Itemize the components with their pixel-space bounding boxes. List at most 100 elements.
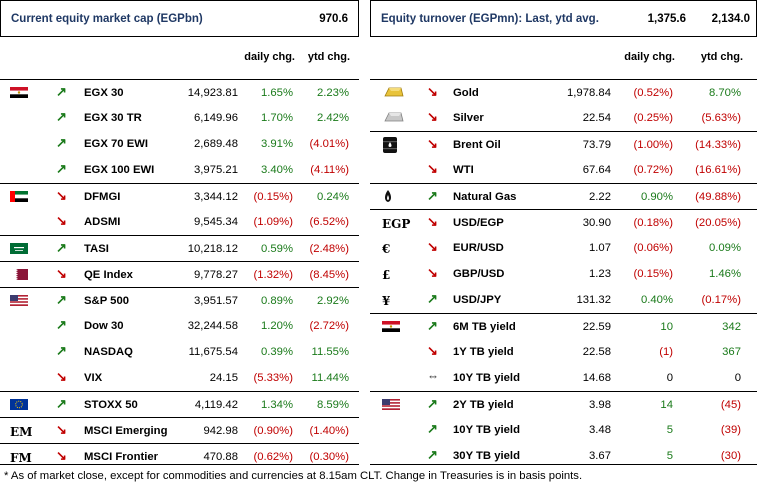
instrument-name: Gold (453, 87, 479, 99)
ytd-change-value: (2.72%) (309, 320, 349, 332)
ytd-change-value: (20.05%) (695, 217, 741, 229)
table-row: € ↘ EUR/USD 1.07 (0.06%) 0.09% (370, 235, 757, 261)
yen-sign-icon: ¥ (382, 294, 391, 308)
instrument-value: 3,975.21 (194, 164, 238, 176)
instrument-value: 942.98 (203, 425, 238, 437)
ytd-change-value: (8.45%) (309, 269, 349, 281)
ytd-change-value: (30) (720, 450, 741, 462)
ytd-change-value: 1.46% (708, 268, 741, 280)
instrument-value: 22.58 (582, 346, 611, 358)
instrument-value: 1.23 (589, 268, 611, 280)
daily-change-value: 0.90% (640, 191, 673, 203)
arrow-down-icon: ↘ (427, 136, 438, 151)
ytd-change-value: 0 (734, 372, 741, 384)
ytd-change-value: (1.40%) (309, 425, 349, 437)
equity-panel: Current equity market cap (EGPbn) 970.6 … (0, 0, 359, 469)
ytd-change-value: 2.92% (316, 295, 349, 307)
table-row: ⇔ 10Y TB yield 14.68 0 0 (370, 365, 757, 391)
instrument-name: EGX 30 TR (84, 112, 142, 124)
ytd-change-value: 11.44% (311, 372, 349, 384)
instrument-name: NASDAQ (84, 346, 133, 358)
ytd-change-value: 2.23% (316, 87, 349, 99)
instrument-name: EGX 100 EWI (84, 164, 155, 176)
arrow-down-icon: ↘ (427, 109, 438, 124)
euro-sign-icon: € (382, 242, 391, 256)
daily-change-value: 0.89% (260, 295, 293, 307)
arrow-up-icon: ↗ (427, 447, 438, 462)
table-row: ↗ 2Y TB yield 3.98 14 (45) (370, 391, 757, 417)
qatar-flag-icon (10, 269, 28, 280)
table-row: ↘ Silver 22.54 (0.25%) (5.63%) (370, 105, 757, 131)
instrument-name: VIX (84, 372, 103, 384)
em-text-icon: EM (10, 425, 33, 439)
instrument-value: 22.59 (582, 321, 611, 333)
instrument-value: 1.07 (589, 242, 611, 254)
ytd-change-value: 8.70% (708, 87, 741, 99)
instrument-value: 32,244.58 (187, 320, 238, 332)
arrow-down-icon: ↘ (56, 369, 67, 384)
ytd-change-value: 0.24% (316, 191, 349, 203)
table-row: ↘ Gold 1,978.84 (0.52%) 8.70% (370, 79, 757, 105)
daily-change-value: (0.18%) (633, 217, 673, 229)
instrument-value: 9,778.27 (194, 269, 238, 281)
instrument-value: 67.64 (582, 164, 611, 176)
ytd-change-value: (2.48%) (309, 243, 349, 255)
ytd-change-value: (5.63%) (701, 112, 741, 124)
instrument-value: 4,119.42 (194, 399, 238, 411)
egypt-flag-icon (382, 321, 400, 332)
eu-flag-icon (10, 399, 28, 410)
instrument-value: 10,218.12 (187, 243, 238, 255)
instrument-value: 6,149.96 (194, 112, 238, 124)
ytd-change-value: (45) (720, 399, 741, 411)
daily-change-value: (0.25%) (633, 112, 673, 124)
table-row: ↗ TASI 10,218.12 0.59% (2.48%) (0, 235, 359, 261)
table-row: ↗ STOXX 50 4,119.42 1.34% 8.59% (0, 391, 359, 417)
instrument-name: EGX 70 EWI (84, 138, 149, 150)
table-row: ↗ 30Y TB yield 3.67 5 (30) (370, 443, 757, 469)
instrument-value: 2.22 (589, 191, 611, 203)
arrow-down-icon: ↘ (56, 266, 67, 281)
arrow-up-icon: ↗ (427, 318, 438, 333)
egp-text-icon: EGP (382, 217, 411, 231)
turnover-ytd-avg-value: 2,134.0 (711, 13, 750, 25)
table-row: ↘ Brent Oil 73.79 (1.00%) (14.33%) (370, 131, 757, 157)
table-row: ↗ EGX 100 EWI 3,975.21 3.40% (4.11%) (0, 157, 359, 183)
instrument-name: Brent Oil (453, 139, 501, 151)
pound-sign-icon: £ (382, 268, 391, 282)
instrument-name: TASI (84, 243, 109, 255)
ytd-change-column-label: ytd chg. (700, 51, 743, 63)
daily-change-value: (0.72%) (633, 164, 673, 176)
instrument-name: MSCI Emerging (84, 425, 168, 437)
daily-change-value: 5 (666, 450, 673, 462)
ytd-change-value: (6.52%) (309, 216, 349, 228)
table-row: ↗ 10Y TB yield 3.48 5 (39) (370, 417, 757, 443)
fm-text-icon: FM (10, 451, 32, 465)
instrument-name: MSCI Frontier (84, 451, 159, 463)
instrument-name: Silver (453, 112, 484, 124)
instrument-name: Dow 30 (84, 320, 124, 332)
daily-change-value: 1.34% (260, 399, 293, 411)
instrument-name: EGX 30 (84, 87, 124, 99)
us-flag-icon (10, 295, 28, 306)
instrument-name: 6M TB yield (453, 321, 516, 333)
right-table-bottom-border (370, 464, 757, 465)
table-row: FM ↘ MSCI Frontier 470.88 (0.62%) (0.30%) (0, 443, 359, 469)
uae-flag-icon (10, 191, 28, 202)
commodities-column-header: daily chg. ytd chg. (370, 37, 757, 79)
ytd-change-column-label: ytd chg. (307, 51, 350, 63)
arrow-down-icon: ↘ (427, 239, 438, 254)
footnote: * As of market close, except for commodi… (4, 470, 583, 482)
arrow-down-icon: ↘ (427, 161, 438, 176)
arrow-up-icon: ↗ (56, 161, 67, 176)
daily-change-value: 0.59% (260, 243, 293, 255)
arrow-up-icon: ↗ (56, 396, 67, 411)
daily-change-value: 0.39% (260, 346, 293, 358)
instrument-value: 3,344.12 (194, 191, 238, 203)
equity-turnover-header: Equity turnover (EGPmn): Last, ytd avg. … (370, 0, 757, 37)
table-row: ¥ ↗ USD/JPY 131.32 0.40% (0.17%) (370, 287, 757, 313)
turnover-last-value: 1,375.6 (647, 13, 686, 25)
daily-change-value: (0.06%) (633, 242, 673, 254)
daily-change-value: (5.33%) (253, 372, 293, 384)
arrow-up-icon: ↗ (56, 317, 67, 332)
daily-change-value: 3.91% (260, 138, 293, 150)
